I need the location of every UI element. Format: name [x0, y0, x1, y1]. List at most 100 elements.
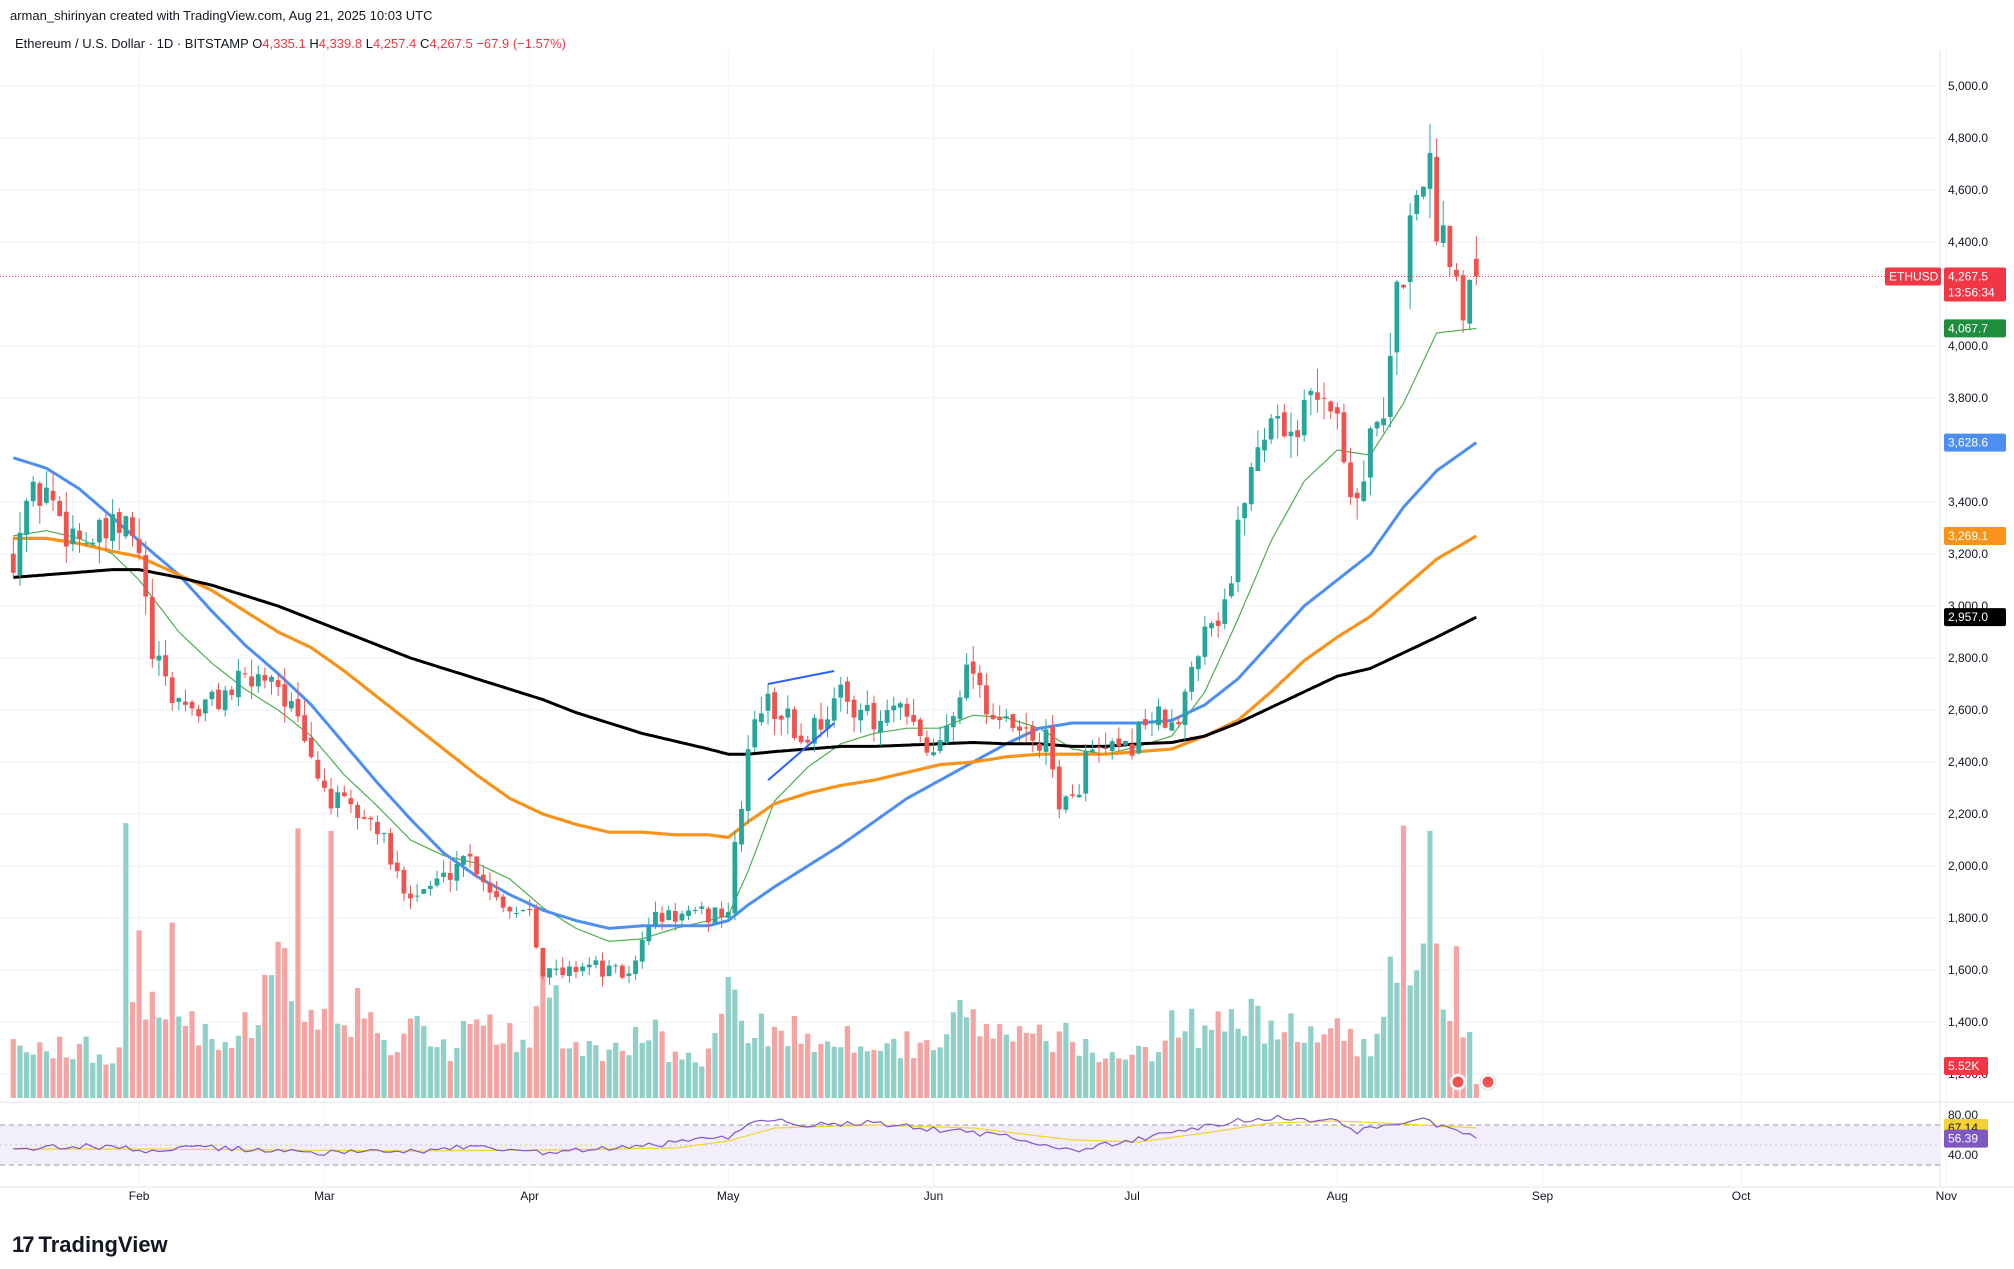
candle-body [143, 555, 149, 597]
price-axis-tick: 3,800.0 [1948, 391, 1988, 405]
candle-body [235, 670, 241, 698]
candle-body [196, 708, 202, 717]
volume-bar [1010, 1041, 1016, 1098]
candle-body [1142, 719, 1148, 726]
candle-body [520, 909, 526, 911]
volume-bar [434, 1047, 440, 1098]
volume-bar [1122, 1059, 1129, 1098]
volume-bar [1169, 1010, 1175, 1098]
volume-bar [374, 1033, 381, 1098]
candle-body [1262, 439, 1267, 451]
candle-body [1460, 275, 1466, 321]
volume-bar [1294, 1041, 1301, 1098]
volume-bar [1255, 1005, 1261, 1098]
candle-body [427, 885, 433, 889]
volume-bar [235, 1035, 241, 1098]
change-value: −67.9 (−1.57%) [476, 36, 566, 51]
candle-body [24, 500, 29, 535]
symbol-tag-badge: ETHUSD [1889, 269, 1939, 283]
candle-body [222, 690, 228, 711]
candle-body [692, 909, 698, 911]
volume-bar [1208, 1029, 1215, 1098]
channel-lower-line[interactable] [767, 722, 835, 781]
candle-body [487, 882, 493, 893]
candle-body [454, 863, 460, 881]
candle-body [792, 709, 797, 739]
volume-bar [772, 1026, 778, 1098]
price-axis-tick: 1,800.0 [1948, 911, 1988, 925]
candle-body [765, 693, 771, 711]
time-axis[interactable]: Feb Mar Apr May Jun Jul Aug Sep Oct Nov [129, 1189, 1957, 1203]
volume-bar [659, 1031, 665, 1098]
close-label: C [419, 36, 430, 51]
volume-bar [838, 1047, 844, 1098]
candle-body [302, 715, 307, 741]
volume-bar [666, 1062, 672, 1098]
candle-body [712, 907, 718, 924]
price-axis-tick: 2,600.0 [1948, 703, 1988, 717]
candle-body [474, 856, 480, 875]
candle-body [679, 913, 685, 921]
candle-body [288, 701, 294, 709]
candle-body [732, 841, 738, 914]
candle-body [1301, 399, 1307, 436]
volume-bar [1195, 1047, 1201, 1098]
volume-bar [1242, 1035, 1248, 1098]
volume-bar [474, 1019, 480, 1098]
volume-bar [156, 1017, 162, 1098]
volume-bar [527, 1047, 533, 1098]
volume-bar [851, 1052, 857, 1098]
time-axis-tick: Jul [1124, 1189, 1139, 1203]
volume-bar [427, 1046, 433, 1098]
candle-body [752, 719, 758, 748]
candle-body [1103, 747, 1109, 749]
candle-body [1387, 355, 1393, 417]
candle-body [1017, 726, 1022, 731]
candle-body [1341, 412, 1347, 463]
candle-body [1454, 269, 1459, 277]
tradingview-logo[interactable]: 17 TradingView [12, 1232, 168, 1258]
candle-body [216, 689, 221, 710]
candle-body [798, 735, 804, 743]
candle-body [566, 966, 572, 976]
candle-body [355, 804, 360, 819]
price-axis-tick: 2,000.0 [1948, 859, 1988, 873]
channel-lines[interactable] [767, 670, 835, 781]
candle-body [778, 715, 784, 720]
volume-bar [692, 1062, 698, 1098]
channel-upper-line[interactable] [767, 670, 835, 685]
volume-bar [911, 1057, 917, 1098]
candle-body [1420, 186, 1426, 197]
volume-bar [500, 1043, 506, 1098]
candle-body [1295, 430, 1300, 438]
candle-body [699, 906, 705, 909]
volume-bar [997, 1024, 1003, 1098]
candle-body [163, 655, 168, 677]
volume-bar [487, 1014, 493, 1098]
volume-bar [1063, 1022, 1069, 1098]
candle-body [772, 692, 778, 720]
candle-body [308, 737, 314, 757]
candle-body [997, 716, 1003, 721]
volume-bar [1261, 1043, 1268, 1098]
rsi-pane [0, 1114, 1940, 1166]
candle-body [1030, 726, 1036, 741]
candle-body [1255, 447, 1261, 472]
candle-body [977, 672, 983, 686]
rsi-badge-bg [1944, 1129, 1988, 1148]
candle-body [461, 856, 466, 865]
volume-bar [811, 1052, 817, 1098]
candle-body [434, 878, 440, 886]
candle-body [1368, 428, 1373, 478]
volume-bar [401, 1033, 407, 1098]
volume-bar [599, 1061, 606, 1098]
volume-bar [1453, 946, 1460, 1098]
candle-body [1440, 225, 1446, 243]
candle-body [573, 966, 579, 972]
candle-body [950, 716, 956, 728]
candle-body [758, 713, 764, 723]
candle-body [613, 965, 619, 967]
time-axis-tick: Aug [1327, 1189, 1348, 1203]
volume-bar [222, 1042, 228, 1098]
